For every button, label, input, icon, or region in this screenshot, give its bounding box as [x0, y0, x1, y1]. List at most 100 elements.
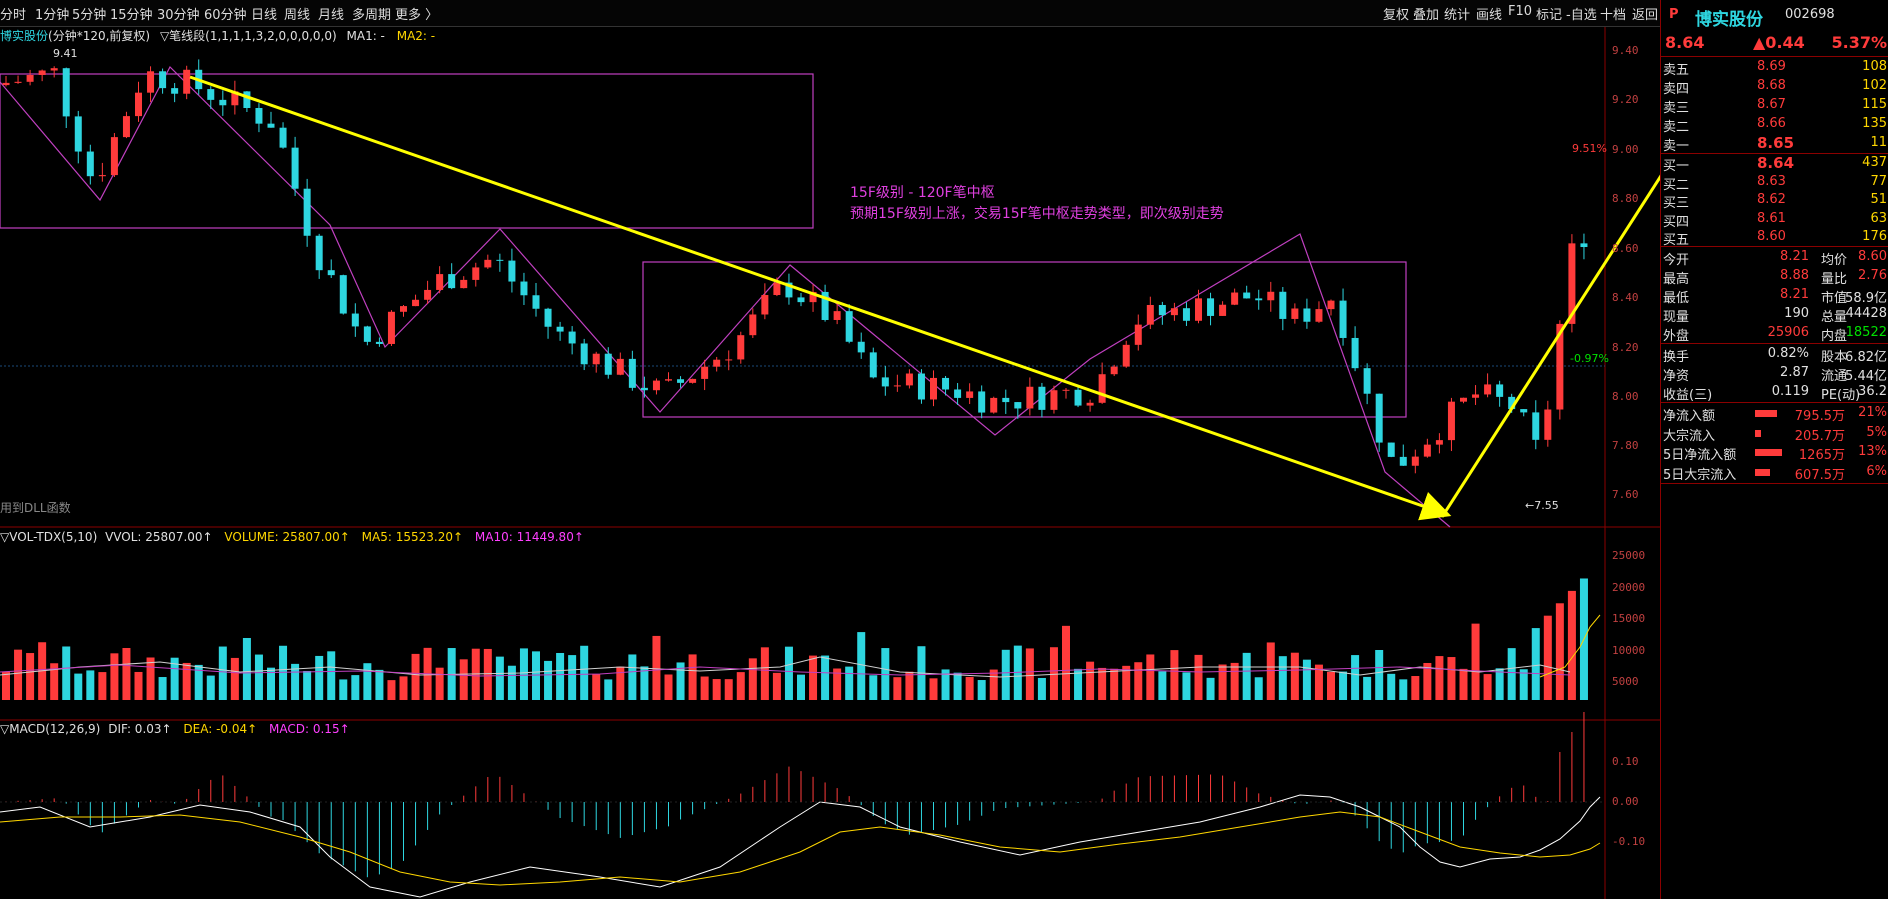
stat-row: 最高 8.88 量比 2.76 — [1661, 267, 1888, 287]
candle-body — [544, 308, 552, 327]
capital-flow-row: 5日净流入额 1265万 13% — [1661, 443, 1888, 463]
macd-histogram — [5, 712, 1585, 878]
macd-dif-value: DIF: 0.03↑ — [108, 722, 172, 736]
volume-bar — [351, 675, 360, 700]
candle-body — [568, 331, 576, 344]
flow-bar — [1755, 429, 1761, 437]
ask-label: 卖一 — [1663, 139, 1690, 154]
divider — [1661, 483, 1888, 484]
volume-tick: 10000 — [1612, 644, 1645, 657]
tab-daily[interactable]: 日线 — [251, 8, 278, 23]
candle-body — [1195, 298, 1202, 321]
volume-bar — [1025, 648, 1034, 700]
last-price: 8.64 — [1665, 33, 1705, 52]
bid-level: 买三 8.62 51 — [1661, 191, 1888, 211]
candle-body — [291, 147, 299, 189]
draw-button[interactable]: 画线 — [1476, 8, 1503, 23]
tab-timeshare[interactable]: 分时 — [0, 8, 27, 23]
kline-chart-area[interactable]: 9.40 9.20 9.00 8.80 8.60 8.40 8.20 8.00 … — [0, 27, 1660, 899]
stats-button[interactable]: 统计 — [1444, 8, 1471, 23]
volume-bar — [1351, 655, 1360, 700]
ask-label: 卖四 — [1663, 82, 1690, 97]
more-menu[interactable]: 更多 〉 — [395, 8, 439, 23]
macd-indicator-name[interactable]: ▽MACD(12,26,9) — [0, 722, 101, 736]
capital-flow-row: 5日大宗流入 607.5万 6% — [1661, 463, 1888, 483]
ma2-label: MA2: - — [396, 29, 436, 43]
candle-body — [942, 377, 950, 390]
ask-volume: 115 — [1862, 97, 1887, 112]
stat-value: 8.21 — [1780, 287, 1809, 302]
volume-bar — [303, 670, 312, 700]
vol-indicator-name[interactable]: ▽VOL-TDX(5,10) — [0, 530, 98, 544]
tab-monthly[interactable]: 月线 — [318, 8, 345, 23]
candle-body — [1279, 291, 1287, 319]
stat-label: 流通 — [1821, 369, 1848, 384]
capital-flow-row: 净流入额 795.5万 21% — [1661, 404, 1888, 424]
tab-30min[interactable]: 30分钟 — [157, 8, 200, 23]
volume-bar — [1218, 664, 1227, 700]
candlesticks — [2, 59, 1588, 474]
bid-volume: 437 — [1862, 155, 1887, 170]
volume-bar — [1278, 656, 1287, 700]
volume-bar — [736, 672, 745, 700]
volume-bar — [556, 652, 565, 700]
candle-body — [1508, 396, 1516, 410]
volume-bar — [122, 648, 131, 700]
volume-bar — [1435, 656, 1444, 700]
price-tick: 9.00 — [1612, 143, 1639, 156]
tab-1min[interactable]: 1分钟 — [35, 8, 70, 23]
ten-level-button[interactable]: 十档 — [1600, 8, 1627, 23]
candle-body — [62, 68, 70, 117]
candle-body — [448, 274, 456, 289]
tab-15min[interactable]: 15分钟 — [110, 8, 153, 23]
back-button[interactable]: 返回 — [1632, 8, 1659, 23]
candle-body — [400, 306, 407, 312]
tab-weekly[interactable]: 周线 — [284, 8, 311, 23]
overlay-button[interactable]: 叠加 — [1413, 8, 1440, 23]
candle-body — [363, 326, 371, 342]
flow-bar — [1755, 410, 1777, 417]
candle-body — [387, 311, 395, 344]
mark-button[interactable]: 标记 — [1536, 8, 1563, 23]
candle-body — [1002, 397, 1010, 403]
volume-bars — [2, 578, 1588, 700]
indicator-label[interactable]: ▽笔线段(1,1,1,1,3,2,0,0,0,0,0) — [159, 29, 337, 43]
volume-tick: 25000 — [1612, 549, 1645, 562]
volume-bar — [833, 668, 842, 700]
stat-label: 最高 — [1663, 272, 1690, 287]
vol-ma5-value: MA5: 15523.20↑ — [361, 530, 464, 544]
tab-5min[interactable]: 5分钟 — [72, 8, 107, 23]
volume-bar — [724, 679, 733, 700]
volume-bar — [1266, 642, 1275, 700]
ask-level: 卖五 8.69 108 — [1661, 58, 1888, 78]
candle-body — [1255, 298, 1263, 301]
tab-multi-period[interactable]: 多周期 — [352, 8, 392, 23]
candle-body — [966, 391, 974, 398]
volume-bar — [1555, 603, 1564, 700]
volume-bar — [86, 670, 95, 700]
candle-body — [532, 295, 540, 309]
volume-bar — [760, 647, 769, 700]
candle-body — [14, 81, 22, 83]
volume-bar — [1519, 669, 1528, 700]
volume-bar — [1001, 649, 1010, 700]
volume-bar — [1254, 677, 1263, 700]
quote-title-row: P 博实股份 002698 — [1661, 6, 1888, 30]
volume-bar — [1194, 654, 1203, 700]
volume-bar — [676, 662, 685, 700]
volume-bar — [50, 663, 59, 700]
volume-bar — [1399, 679, 1408, 700]
candle-body — [1472, 394, 1480, 398]
stat-label: PE(动) — [1821, 388, 1861, 403]
volume-bar — [809, 655, 818, 700]
flow-value: 795.5万 — [1794, 409, 1845, 424]
f10-button[interactable]: F10 — [1508, 4, 1533, 19]
adjust-button[interactable]: 复权 — [1383, 8, 1410, 23]
remove-watchlist-button[interactable]: -自选 — [1566, 8, 1597, 23]
macd-tick: 0.00 — [1612, 795, 1639, 808]
volume-bar — [291, 663, 300, 700]
volume-bar — [435, 667, 444, 700]
tab-60min[interactable]: 60分钟 — [204, 8, 247, 23]
volume-bar — [652, 635, 661, 700]
period-toolbar: 分时 1分钟 5分钟 15分钟 30分钟 60分钟 日线 周线 月线 多周期 更… — [0, 0, 1660, 27]
